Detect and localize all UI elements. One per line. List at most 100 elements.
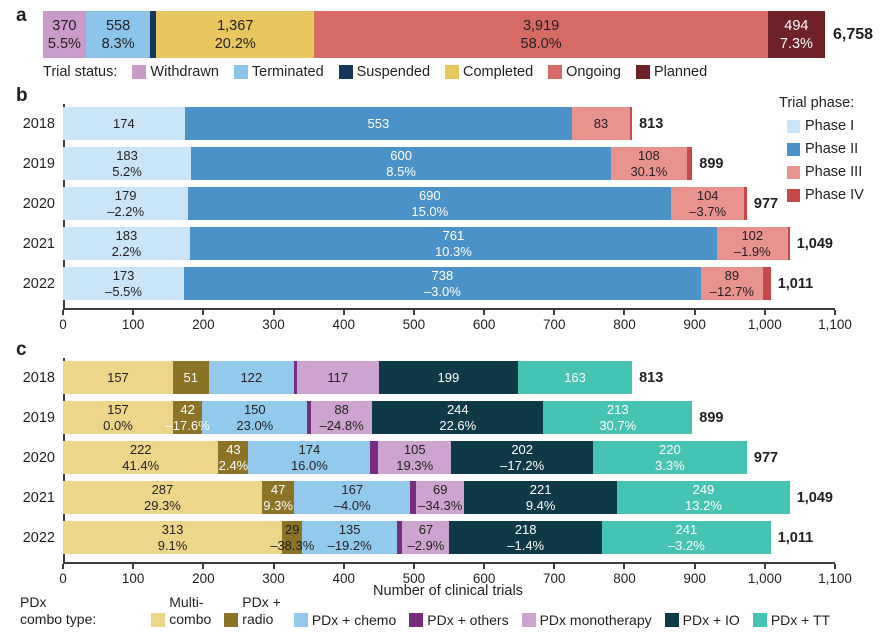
segment-value: 213 bbox=[606, 401, 629, 417]
stacked-bar: 157 0.0% 42 –17.6% 150 23.0% 88 –24.8% 244 22.6% 2… bbox=[63, 401, 693, 434]
segment-pdx-radio: 43 2.4% bbox=[218, 441, 249, 474]
year-label: 2018 bbox=[22, 115, 55, 132]
bar-row-2018: 2018 174 553 83 813 bbox=[8, 107, 887, 140]
segment-value: 738 bbox=[431, 267, 454, 283]
segment-percent: 9.1% bbox=[157, 537, 188, 553]
stacked-bar: 183 5.2% 600 8.5% 108 30.1% bbox=[63, 147, 693, 180]
segment-percent: 16.0% bbox=[290, 457, 328, 473]
axis-tick-label: 300 bbox=[262, 317, 285, 332]
legend-label: radio bbox=[242, 611, 274, 627]
segment-pdx-monotherapy: 88 –24.8% bbox=[310, 401, 373, 434]
segment-planned: 494 7.3% bbox=[767, 11, 825, 58]
segment-pdx-monotherapy: 117 bbox=[296, 361, 379, 394]
axis-tick bbox=[834, 310, 836, 315]
legend-swatch-completed bbox=[445, 65, 460, 79]
segment-value: 220 bbox=[659, 441, 681, 457]
segment-phase-iii: 104 –3.7% bbox=[671, 187, 745, 220]
legend-label: Suspended bbox=[356, 64, 431, 80]
axis-tick bbox=[132, 564, 135, 569]
segment-value: 241 bbox=[675, 521, 698, 537]
bar-row-2020: 2020 222 41.4% 43 2.4% 174 16.0% 105 19.3% 202 –17… bbox=[8, 441, 887, 474]
segment-value: 313 bbox=[161, 521, 184, 537]
year-label: 2022 bbox=[22, 275, 55, 292]
segment-phase-i: 179 –2.2% bbox=[63, 187, 189, 220]
pdx-combo-legend: PDx combo type: Multi-combo PDx + radio PDx +… bbox=[20, 594, 830, 628]
segment-phase-i: 174 bbox=[63, 107, 185, 140]
plot-area: 287 29.3% 47 9.3% 167 –4.0% 69 –34.3% 221 9.4% 249… bbox=[63, 481, 833, 514]
panel-c-label: c bbox=[16, 339, 27, 360]
legend-swatch-pdx-tt bbox=[752, 613, 767, 627]
segment-value: 558 bbox=[105, 17, 131, 34]
segment-phase-iii: 108 30.1% bbox=[611, 147, 687, 180]
bar-row-2019: 2019 183 5.2% 600 8.5% 108 30.1% 899 bbox=[8, 147, 887, 180]
segment-pdx-io: 218 –1.4% bbox=[449, 521, 602, 554]
legend-swatch-pdx-chemo bbox=[293, 613, 308, 627]
legend-swatch-phase-i bbox=[787, 119, 800, 133]
segment-percent: 58.0% bbox=[520, 35, 562, 52]
segment-value: 157 bbox=[107, 401, 129, 417]
legend-item-multi-combo: Multi-combo bbox=[151, 594, 211, 628]
year-label: 2019 bbox=[22, 409, 55, 426]
segment-pdx-chemo: 122 bbox=[208, 361, 295, 394]
segment-value: 600 bbox=[390, 147, 412, 163]
segment-percent: 5.5% bbox=[47, 35, 81, 52]
legend-label: PDx + chemo bbox=[311, 612, 397, 628]
segment-percent: –17.2% bbox=[500, 457, 545, 473]
segment-value: 1,367 bbox=[217, 17, 254, 34]
segment-percent: 19.3% bbox=[396, 457, 434, 473]
x-axis: 0 100 200 300 400 500 600 700 800 900 1,000 1,100 bbox=[59, 308, 852, 338]
segment-pdx-others bbox=[307, 401, 311, 434]
stacked-bar: 179 –2.2% 690 15.0% 104 –3.7% bbox=[63, 187, 747, 220]
segment-pdx-io: 244 22.6% bbox=[372, 401, 544, 434]
segment-percent: –19.2% bbox=[327, 537, 372, 553]
segment-value: 47 bbox=[270, 481, 286, 497]
segment-value: 29 bbox=[285, 521, 300, 537]
trial-phase-rows: 2018 174 553 83 813 2019 183 5.2% 600 8.5% 108 30.1… bbox=[8, 107, 887, 300]
segment-value: 173 bbox=[112, 267, 135, 283]
panel-a-label: a bbox=[16, 5, 27, 26]
segment-value: 51 bbox=[183, 369, 198, 385]
segment-phase-i: 173 –5.5% bbox=[63, 267, 185, 300]
segment-value: 108 bbox=[638, 147, 660, 163]
plot-area: 183 2.2% 761 10.3% 102 –1.9% 1,049 bbox=[63, 227, 833, 260]
segment-phase-iv bbox=[787, 227, 790, 260]
trial-status-legend: Trial status: Withdrawn Terminated Suspend… bbox=[43, 64, 707, 80]
legend-item-terminated: Terminated bbox=[233, 64, 324, 80]
segment-percent: 8.3% bbox=[101, 35, 135, 52]
segment-percent: –12.7% bbox=[709, 283, 754, 299]
axis-tick-label: 700 bbox=[543, 317, 566, 332]
row-total: 1,049 bbox=[796, 235, 833, 252]
row-total: 899 bbox=[699, 155, 724, 172]
segment-pdx-tt: 163 bbox=[518, 361, 633, 394]
plot-area: 222 41.4% 43 2.4% 174 16.0% 105 19.3% 202 –17.2% 2… bbox=[63, 441, 833, 474]
axis-tick bbox=[62, 310, 64, 315]
segment-multi-combo: 313 9.1% bbox=[63, 521, 283, 554]
year-label: 2020 bbox=[22, 195, 55, 212]
segment-pdx-others bbox=[410, 481, 417, 514]
legend-swatch-withdrawn bbox=[132, 65, 147, 79]
axis-tick-label: 100 bbox=[121, 317, 145, 332]
segment-percent: 15.0% bbox=[411, 203, 449, 219]
axis-tick bbox=[202, 310, 205, 315]
segment-pdx-monotherapy: 67 –2.9% bbox=[402, 521, 450, 554]
segment-pdx-tt: 220 3.3% bbox=[592, 441, 747, 474]
segment-value: 183 bbox=[115, 227, 138, 243]
legend-label: Phase IV bbox=[805, 187, 864, 203]
row-total: 1,011 bbox=[777, 275, 814, 292]
bar-row-2021: 2021 183 2.2% 761 10.3% 102 –1.9% 1,049 bbox=[8, 227, 887, 260]
row-total: 813 bbox=[639, 369, 664, 386]
segment-value: 179 bbox=[114, 187, 137, 203]
x-axis: 0 100 200 300 400 500 600 700 800 900 1,000 1,100 bbox=[59, 562, 852, 592]
row-total: 1,011 bbox=[777, 529, 814, 546]
segment-phase-i: 183 2.2% bbox=[63, 227, 190, 260]
segment-pdx-monotherapy: 69 –34.3% bbox=[416, 481, 465, 514]
stacked-bar: 174 553 83 bbox=[63, 107, 633, 140]
legend-label: PDx + others bbox=[427, 612, 509, 628]
segment-percent: 2.4% bbox=[218, 457, 249, 473]
segment-value: 287 bbox=[151, 481, 174, 497]
segment-value: 67 bbox=[418, 521, 434, 537]
trial-status-legend-title: Trial status: bbox=[43, 64, 118, 80]
segment-pdx-monotherapy: 105 19.3% bbox=[377, 441, 452, 474]
axis-tick-label: 600 bbox=[472, 571, 496, 586]
legend-title-line2: combo type: bbox=[20, 611, 97, 627]
